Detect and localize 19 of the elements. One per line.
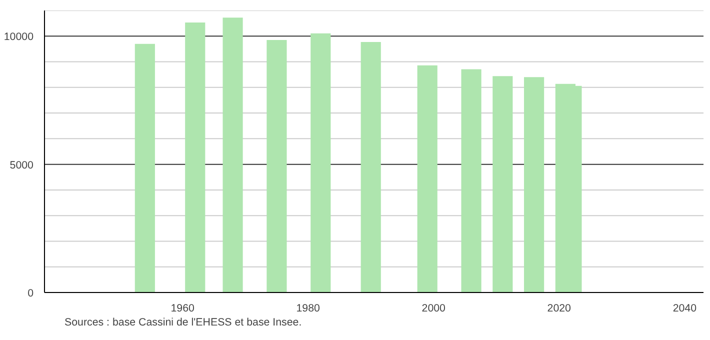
bar: [134, 44, 155, 292]
bar: [185, 22, 206, 292]
y-tick-label: 10000: [4, 31, 34, 44]
bar: [222, 18, 243, 292]
bar: [417, 65, 438, 292]
bar: [461, 69, 482, 292]
y-tick-label: 0: [28, 288, 34, 300]
x-tick-label: 2040: [672, 302, 697, 314]
y-tick-label: 5000: [10, 159, 34, 172]
bar: [492, 76, 513, 292]
x-tick-label: 1960: [170, 302, 195, 314]
bar: [310, 33, 331, 292]
bar: [266, 40, 287, 292]
x-tick-label: 2020: [547, 302, 572, 314]
bar: [360, 42, 381, 292]
x-tick-label: 2000: [422, 302, 446, 314]
source-note: Sources : base Cassini de l'EHESS et base Insee.: [64, 316, 302, 328]
x-tick-label: 1980: [296, 302, 320, 314]
bar: [524, 77, 544, 292]
